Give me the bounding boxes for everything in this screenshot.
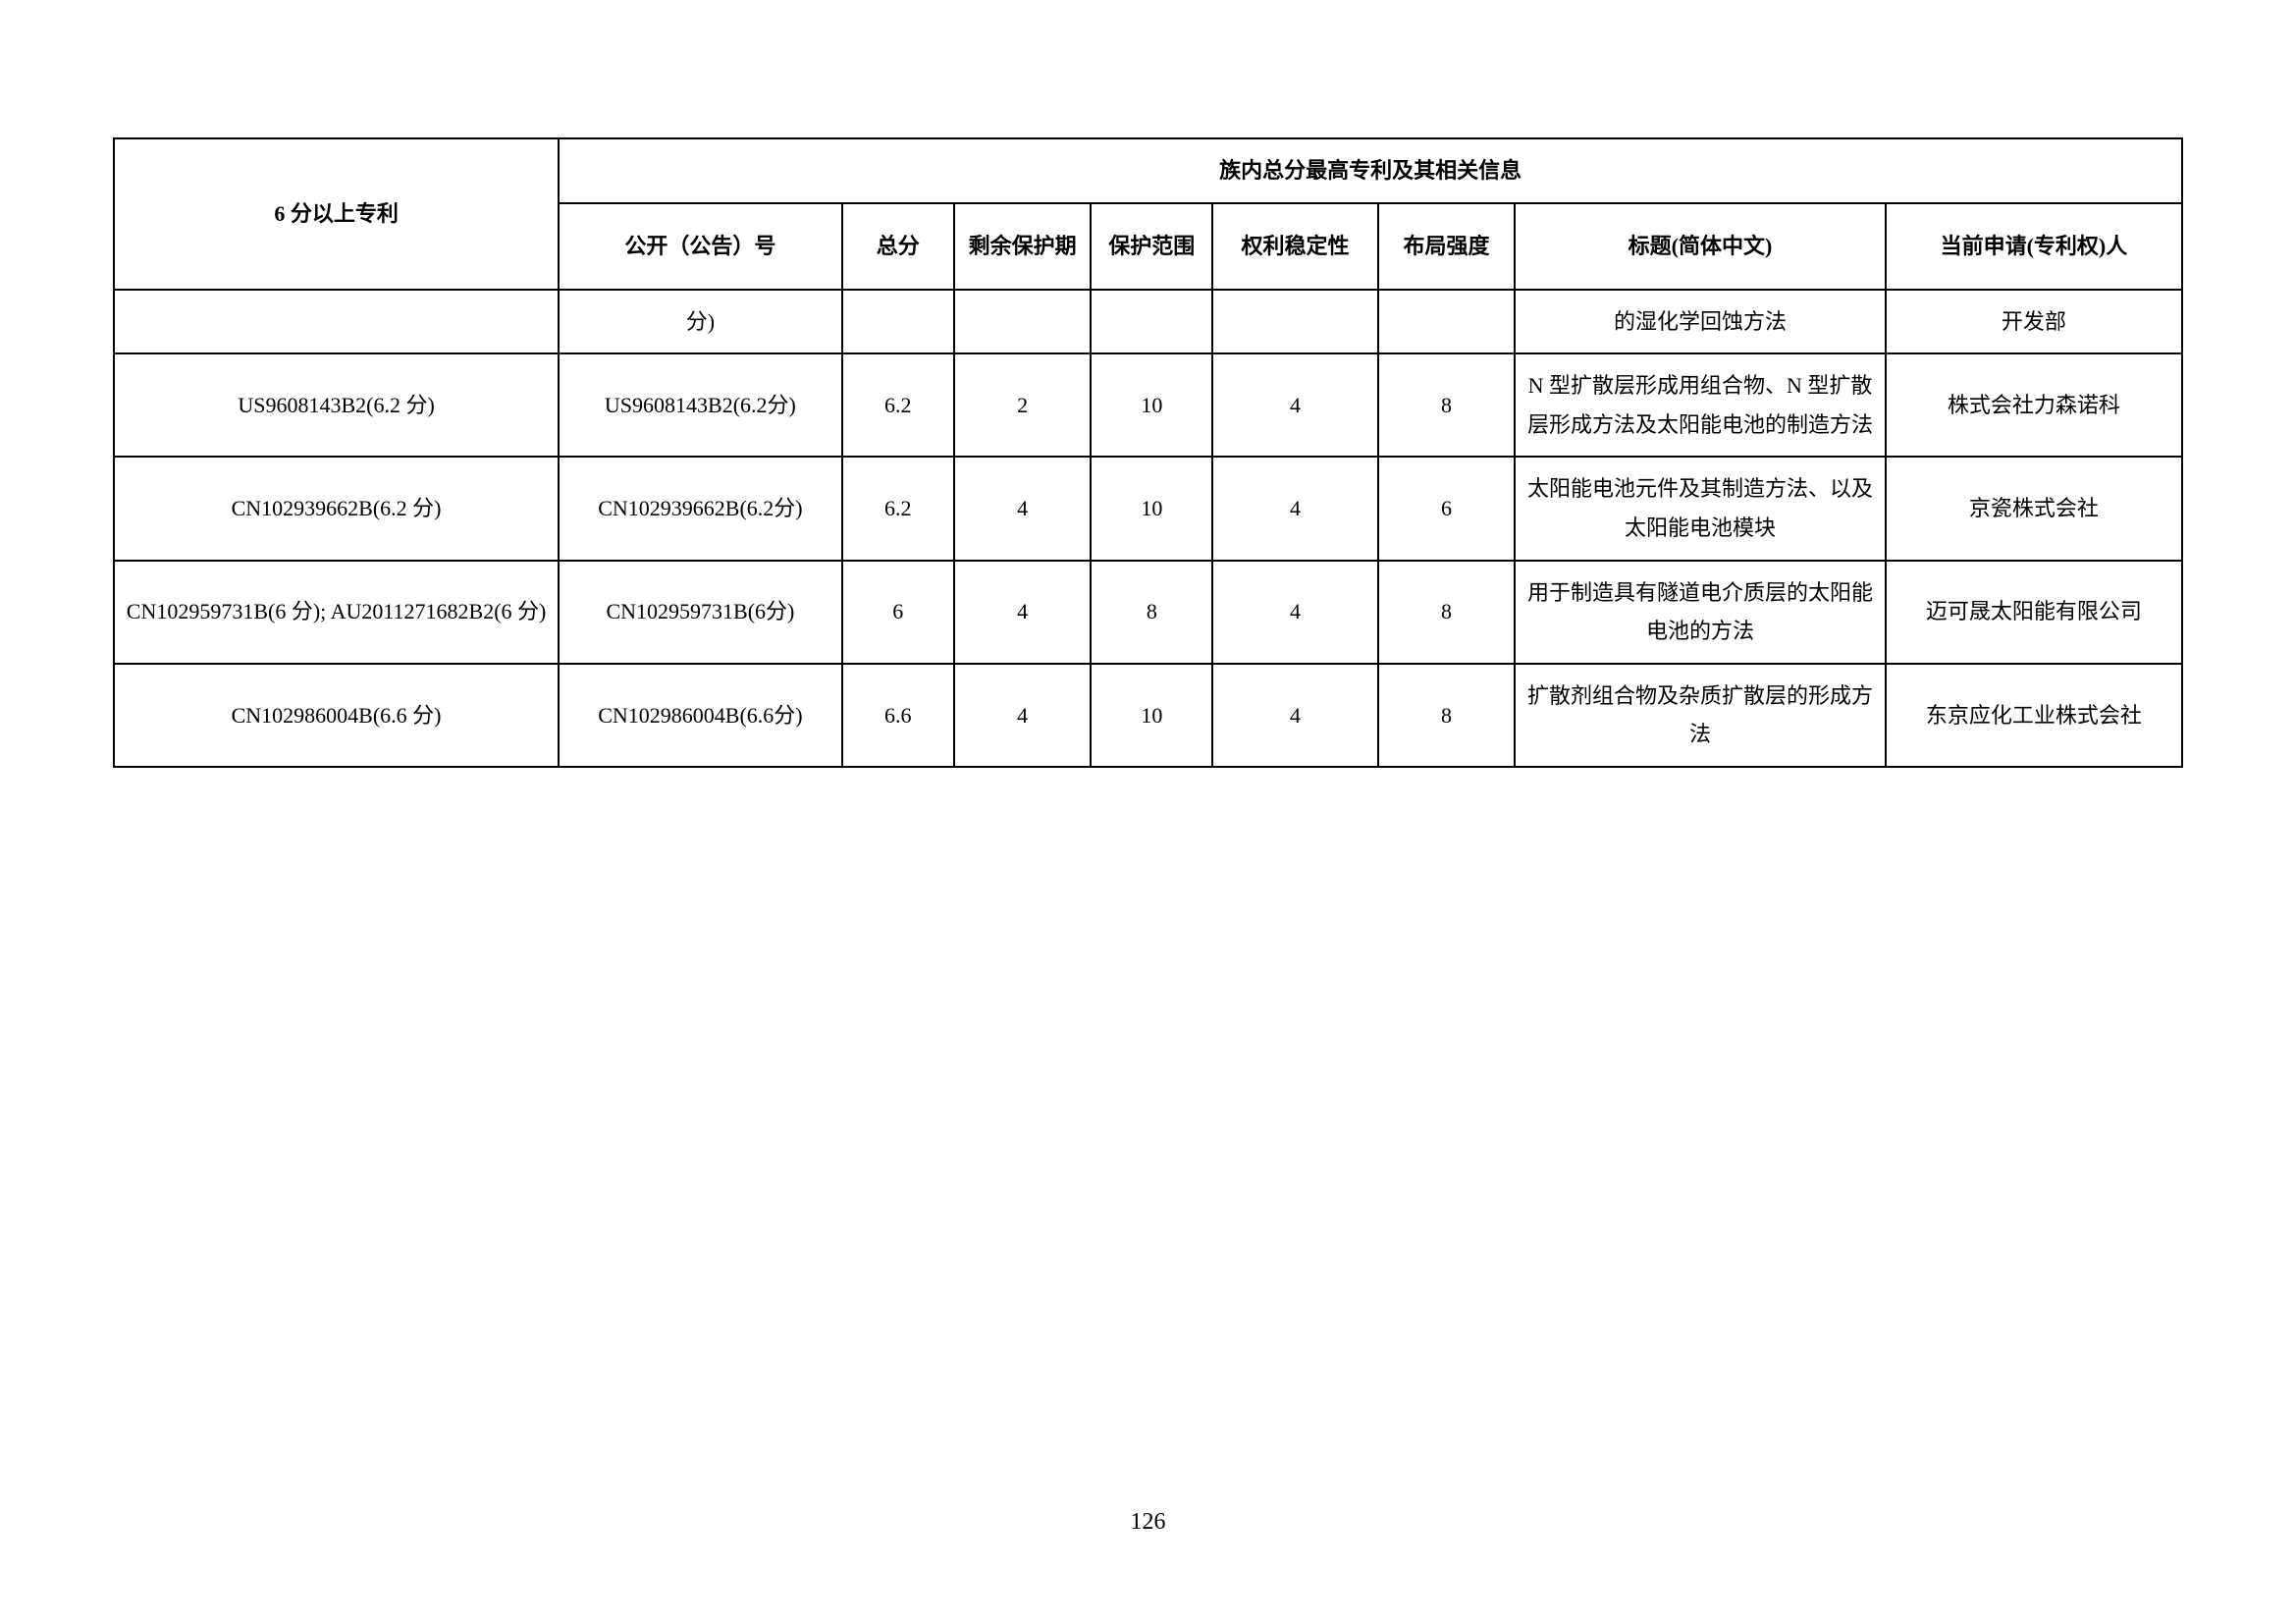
table-row: CN102939662B(6.2 分) CN102939662B(6.2分) 6… (114, 457, 2182, 560)
cell-patent-6: US9608143B2(6.2 分) (114, 353, 559, 457)
cell-remain-period (954, 290, 1091, 354)
cell-total-score: 6 (842, 561, 954, 664)
table-row: 分) 的湿化学回蚀方法 开发部 (114, 290, 2182, 354)
cell-right-stability (1212, 290, 1377, 354)
header-title-cn: 标题(简体中文) (1515, 203, 1886, 290)
header-pub-num: 公开（公告）号 (559, 203, 842, 290)
cell-patent-6: CN102959731B(6 分); AU2011271682B2(6 分) (114, 561, 559, 664)
cell-layout-strength: 8 (1378, 664, 1515, 767)
cell-total-score: 6.2 (842, 457, 954, 560)
header-total-score: 总分 (842, 203, 954, 290)
cell-applicant: 东京应化工业株式会社 (1886, 664, 2182, 767)
cell-title-cn: 的湿化学回蚀方法 (1515, 290, 1886, 354)
cell-remain-period: 4 (954, 457, 1091, 560)
cell-right-stability: 4 (1212, 353, 1377, 457)
cell-pub-num: CN102959731B(6分) (559, 561, 842, 664)
cell-pub-num: CN102939662B(6.2分) (559, 457, 842, 560)
cell-remain-period: 4 (954, 664, 1091, 767)
table-row: CN102986004B(6.6 分) CN102986004B(6.6分) 6… (114, 664, 2182, 767)
cell-layout-strength: 8 (1378, 353, 1515, 457)
cell-protect-scope: 10 (1091, 664, 1212, 767)
cell-patent-6: CN102939662B(6.2 分) (114, 457, 559, 560)
table-header-row-1: 6 分以上专利 族内总分最高专利及其相关信息 (114, 138, 2182, 203)
cell-layout-strength (1378, 290, 1515, 354)
cell-applicant: 京瓷株式会社 (1886, 457, 2182, 560)
cell-protect-scope (1091, 290, 1212, 354)
cell-remain-period: 4 (954, 561, 1091, 664)
cell-applicant: 迈可晟太阳能有限公司 (1886, 561, 2182, 664)
cell-layout-strength: 8 (1378, 561, 1515, 664)
header-protect-scope: 保护范围 (1091, 203, 1212, 290)
cell-remain-period: 2 (954, 353, 1091, 457)
cell-applicant: 开发部 (1886, 290, 2182, 354)
cell-total-score: 6.2 (842, 353, 954, 457)
cell-total-score (842, 290, 954, 354)
cell-right-stability: 4 (1212, 664, 1377, 767)
cell-right-stability: 4 (1212, 561, 1377, 664)
cell-right-stability: 4 (1212, 457, 1377, 560)
cell-pub-num: US9608143B2(6.2分) (559, 353, 842, 457)
cell-patent-6 (114, 290, 559, 354)
cell-protect-scope: 8 (1091, 561, 1212, 664)
cell-total-score: 6.6 (842, 664, 954, 767)
cell-layout-strength: 6 (1378, 457, 1515, 560)
header-right-stability: 权利稳定性 (1212, 203, 1377, 290)
cell-applicant: 株式会社力森诺科 (1886, 353, 2182, 457)
table-body: 分) 的湿化学回蚀方法 开发部 US9608143B2(6.2 分) US960… (114, 290, 2182, 767)
cell-title-cn: N 型扩散层形成用组合物、N 型扩散层形成方法及太阳能电池的制造方法 (1515, 353, 1886, 457)
cell-title-cn: 太阳能电池元件及其制造方法、以及太阳能电池模块 (1515, 457, 1886, 560)
cell-pub-num: CN102986004B(6.6分) (559, 664, 842, 767)
page-number: 126 (0, 1509, 2296, 1536)
cell-title-cn: 用于制造具有隧道电介质层的太阳能电池的方法 (1515, 561, 1886, 664)
table-row: US9608143B2(6.2 分) US9608143B2(6.2分) 6.2… (114, 353, 2182, 457)
header-patent-6: 6 分以上专利 (114, 138, 559, 290)
cell-patent-6: CN102986004B(6.6 分) (114, 664, 559, 767)
header-layout-strength: 布局强度 (1378, 203, 1515, 290)
patent-table: 6 分以上专利 族内总分最高专利及其相关信息 公开（公告）号 总分 剩余保护期 … (113, 137, 2183, 768)
cell-title-cn: 扩散剂组合物及杂质扩散层的形成方法 (1515, 664, 1886, 767)
table-row: CN102959731B(6 分); AU2011271682B2(6 分) C… (114, 561, 2182, 664)
cell-protect-scope: 10 (1091, 457, 1212, 560)
header-applicant: 当前申请(专利权)人 (1886, 203, 2182, 290)
header-family-info: 族内总分最高专利及其相关信息 (559, 138, 2182, 203)
header-remain-period: 剩余保护期 (954, 203, 1091, 290)
cell-protect-scope: 10 (1091, 353, 1212, 457)
cell-pub-num: 分) (559, 290, 842, 354)
